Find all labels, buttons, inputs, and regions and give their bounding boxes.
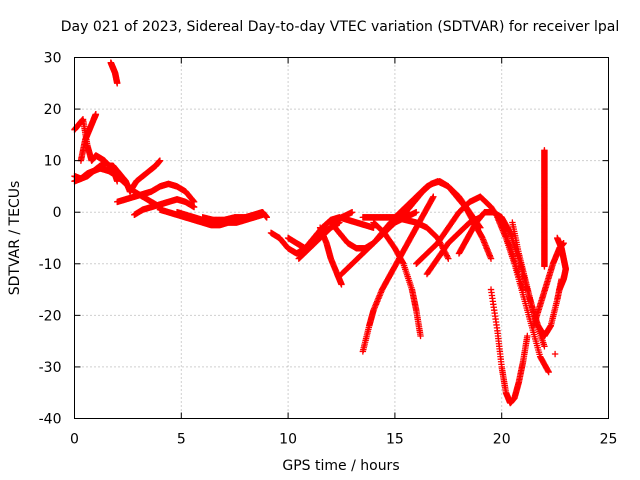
data-point [444,253,451,261]
data-point [263,214,270,221]
data-point [413,209,420,216]
data-point [156,157,164,164]
x-tick-label: 25 [600,432,618,448]
data-point [551,350,559,358]
data-point [92,111,100,118]
y-tick-label: 10 [44,154,62,170]
data-point [114,80,121,87]
x-tick-label: 15 [386,432,404,448]
series-track-06 [114,180,198,206]
x-axis-label: GPS time / hours [282,458,399,474]
series-track-17 [338,209,420,278]
y-axis-label: SDTVAR / TECUs [7,181,23,296]
series-track-15 [316,224,345,288]
series-track-07 [126,157,164,195]
data-point [190,203,198,211]
series-track-26 [487,286,531,407]
series-track-30 [541,147,548,270]
y-tick-label: -10 [39,257,62,273]
y-tick-label: -20 [39,308,62,324]
series-track-03 [77,111,100,164]
y-tick-label: 0 [53,205,62,221]
data-point [348,209,356,216]
series-track-20 [370,219,424,340]
data-point [445,255,452,262]
chart-title: Day 021 of 2023, Sidereal Day-to-day VTE… [61,19,619,35]
series-track-04 [107,59,121,87]
series-track-32 [551,350,559,358]
y-tick-label: 20 [44,102,62,118]
data-points [71,59,569,407]
x-tick-label: 5 [177,432,186,448]
series-track-11 [199,209,266,224]
data-point [259,209,266,216]
x-tick-label: 20 [493,432,511,448]
x-tick-label: 10 [279,432,297,448]
series-track-18 [359,193,437,355]
data-point [338,281,345,288]
x-tick-label: 0 [70,432,79,448]
y-tick-label: -40 [39,412,62,428]
y-tick-label: -30 [39,360,62,376]
series-track-08 [131,196,198,218]
y-tick-label: 30 [44,51,62,67]
data-point [430,193,437,200]
